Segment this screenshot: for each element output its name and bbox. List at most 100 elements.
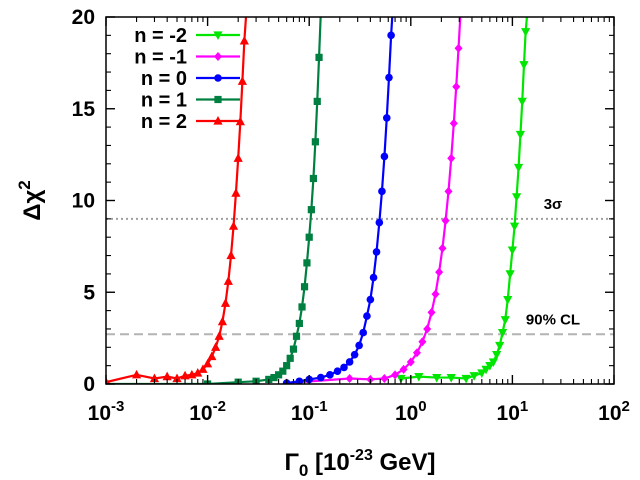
data-point	[217, 316, 228, 326]
data-point	[295, 319, 303, 328]
x-axis-label: Γ0 [10-23 GeV]	[284, 447, 435, 480]
data-point	[162, 371, 172, 381]
data-point	[311, 138, 319, 146]
data-point	[507, 246, 517, 256]
data-point	[427, 307, 436, 317]
series-diamond	[282, 5, 465, 384]
data-point	[226, 250, 236, 260]
data-point	[380, 152, 389, 161]
axis-ticks: 10-3 10-2 10-1 100 101 102 0 5 10 15 20	[72, 6, 630, 425]
data-point	[239, 35, 249, 45]
series-line	[286, 17, 394, 384]
data-point	[345, 373, 354, 383]
data-point	[220, 298, 231, 307]
data-point	[289, 345, 298, 353]
data-point	[519, 61, 529, 70]
data-point	[300, 283, 309, 291]
y-axis-label: Δχ2	[15, 180, 46, 221]
reference-label-ninety-cl: 90% CL	[526, 311, 580, 328]
data-point	[131, 369, 142, 379]
data-point	[193, 367, 203, 377]
data-point	[198, 364, 208, 373]
data-point	[435, 267, 444, 277]
data-point	[307, 206, 315, 214]
legend-swatch-marker	[214, 74, 222, 82]
data-point	[228, 221, 239, 230]
data-point	[497, 329, 508, 338]
data-point	[333, 367, 342, 375]
data-point	[309, 174, 318, 183]
data-point	[418, 337, 427, 347]
legend-label: n = -1	[134, 47, 187, 69]
data-point	[477, 369, 487, 378]
x-axis-label-pre: [10	[308, 449, 349, 476]
y-tick-label: 0	[83, 373, 95, 396]
data-point	[283, 362, 291, 370]
data-point	[235, 116, 245, 126]
legend-label: n = 2	[141, 111, 187, 133]
legend-swatch-marker	[214, 52, 222, 61]
data-point	[492, 351, 502, 360]
reference-lines: 3σ 90% CL	[106, 196, 614, 336]
data-point	[449, 118, 458, 128]
data-point	[432, 373, 442, 383]
legend-entry: n = 1	[141, 90, 240, 112]
data-point	[509, 222, 520, 232]
series-circle	[282, 17, 395, 384]
legend-entry: n = 2	[141, 111, 240, 133]
legend-swatch-marker	[214, 95, 222, 104]
data-point	[355, 341, 363, 350]
legend-entry: n = -1	[134, 47, 240, 69]
x-axis-label-sup: -23	[350, 447, 373, 464]
data-point	[350, 350, 359, 359]
data-point	[385, 73, 393, 82]
series-layer	[106, 5, 531, 384]
data-point	[372, 248, 381, 256]
data-point	[391, 17, 394, 18]
data-point	[207, 351, 217, 361]
data-point	[286, 354, 294, 362]
data-point	[521, 28, 531, 37]
data-point	[513, 163, 524, 173]
data-point	[447, 153, 456, 163]
legend-swatch-marker	[213, 116, 223, 125]
legend-label: n = -2	[134, 25, 187, 47]
series-line	[106, 17, 322, 384]
reference-label-three-sigma: 3σ	[544, 196, 563, 213]
x-axis-label-post: GeV]	[373, 449, 436, 476]
data-point	[298, 303, 306, 311]
data-point	[316, 373, 325, 382]
data-point	[387, 31, 395, 40]
legend-swatch-marker	[213, 31, 223, 40]
data-point	[303, 259, 311, 267]
data-point	[457, 5, 465, 14]
x-tick-label: 10-1	[291, 398, 328, 425]
data-point	[106, 377, 110, 384]
x-tick-label: 100	[395, 398, 427, 425]
data-point	[441, 216, 450, 226]
data-point	[488, 358, 498, 367]
data-point	[275, 371, 283, 379]
data-point	[446, 373, 456, 383]
y-axis-label-sup: 2	[15, 180, 34, 189]
data-point	[461, 374, 471, 384]
legend-label: n = 1	[141, 90, 187, 112]
data-point	[305, 233, 313, 241]
data-point	[366, 295, 375, 304]
data-point	[326, 371, 334, 379]
data-point	[512, 193, 522, 202]
data-point	[203, 358, 213, 368]
x-tick-label: 10-2	[189, 398, 226, 425]
x-axis-label-main: Γ	[284, 449, 299, 476]
legend-entry: n = -2	[134, 25, 240, 47]
data-point	[391, 370, 400, 380]
data-point	[438, 243, 447, 253]
data-point	[279, 367, 287, 375]
data-point	[149, 373, 160, 383]
y-tick-label: 15	[72, 98, 96, 121]
data-point	[399, 364, 408, 374]
data-point	[340, 363, 348, 372]
legend: n = -2n = -1n = 0n = 1n = 2	[134, 25, 240, 133]
data-point	[172, 373, 182, 383]
